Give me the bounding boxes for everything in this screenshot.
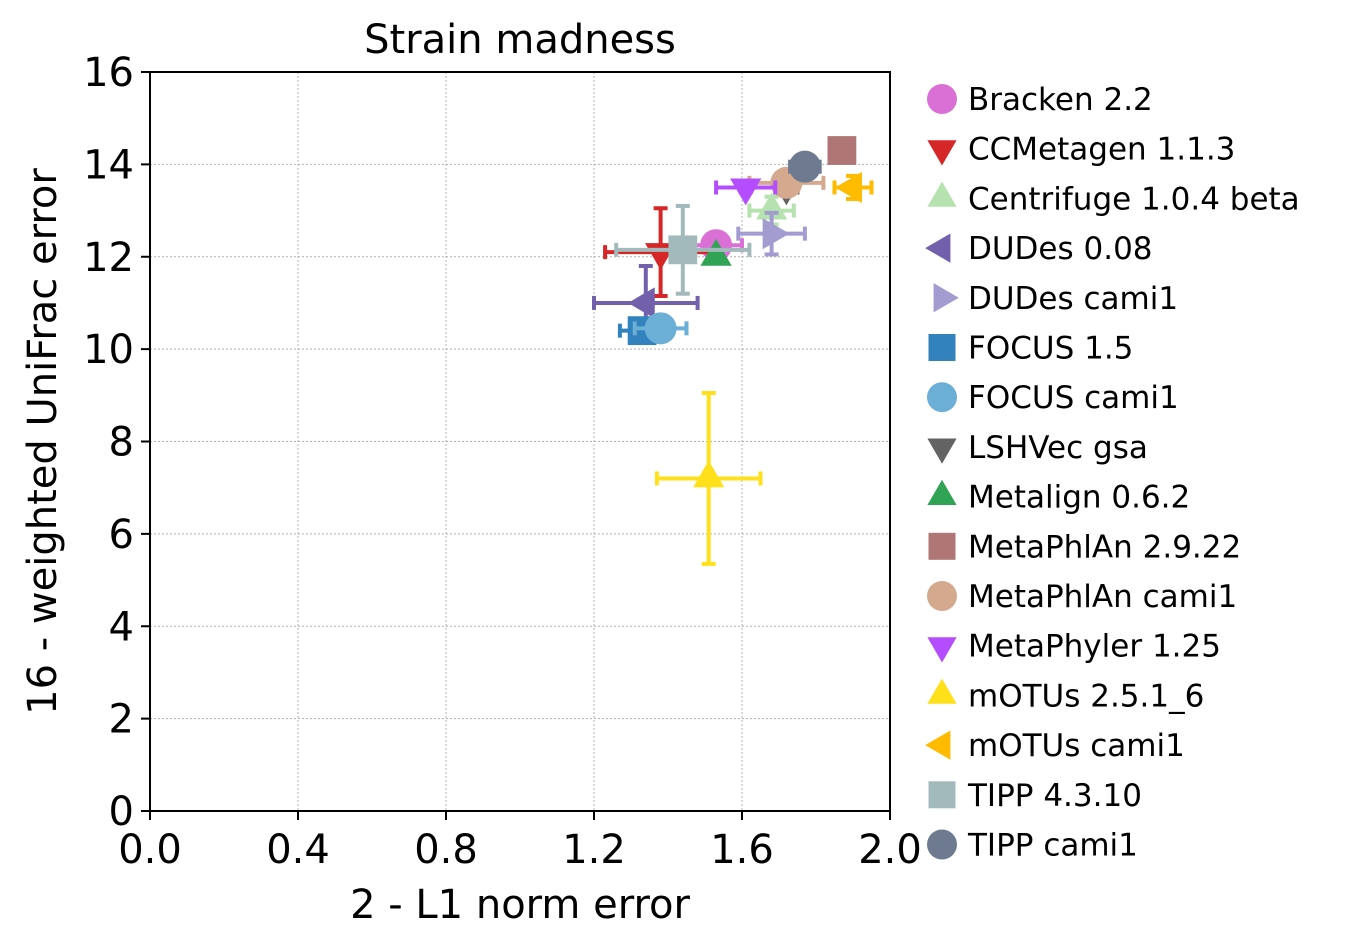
legend-item: MetaPhlAn 2.9.22 [928, 529, 1241, 565]
legend-marker [925, 233, 951, 263]
legend-marker [927, 581, 957, 611]
legend-label: Centrifuge 1.0.4 beta [968, 181, 1300, 217]
legend-marker [927, 382, 957, 413]
legend-marker [928, 781, 956, 809]
data-point-marker [827, 136, 857, 165]
legend-item: LSHVec gsa [927, 430, 1148, 466]
y-tick-label: 10 [83, 327, 134, 373]
legend-label: LSHVec gsa [968, 430, 1148, 466]
y-tick-label: 14 [83, 142, 134, 188]
y-axis-label: 16 - weighted UniFrac error [20, 168, 66, 715]
legend-label: mOTUs 2.5.1_6 [968, 678, 1204, 714]
legend: Bracken 2.2 CCMetagen 1.1.3 Centrifuge 1.0… [925, 82, 1300, 864]
legend-item: DUDes cami1 [933, 281, 1178, 317]
legend-label: DUDes cami1 [968, 281, 1178, 317]
legend-label: FOCUS cami1 [968, 380, 1179, 416]
legend-label: MetaPhlAn 2.9.22 [968, 529, 1241, 565]
series-point [714, 178, 778, 206]
x-tick-label: 2.0 [858, 827, 922, 873]
legend-item: TIPP 4.3.10 [928, 778, 1142, 814]
data-point-marker [700, 238, 732, 266]
series-point [832, 171, 874, 204]
legend-marker [927, 678, 957, 704]
legend-item: MetaPhlAn cami1 [927, 579, 1237, 615]
data-point-marker [730, 178, 762, 206]
x-tick-label: 0.8 [414, 827, 478, 873]
data-points [592, 136, 874, 566]
grid [150, 72, 890, 811]
legend-label: TIPP cami1 [967, 828, 1138, 864]
y-tick-label: 12 [83, 235, 134, 281]
series-point [603, 206, 719, 299]
legend-marker [927, 140, 957, 166]
data-point-marker [762, 218, 790, 250]
axis-ticks: 0.0 0.4 0.8 1.2 1.6 2.0 0 2 4 6 8 10 12 14 16 [83, 50, 922, 873]
legend-label: TIPP 4.3.10 [967, 778, 1142, 814]
data-point-marker [756, 192, 788, 220]
x-tick-label: 1.6 [710, 827, 774, 873]
legend-label: Bracken 2.2 [968, 82, 1153, 118]
x-tick-label: 1.2 [562, 827, 626, 873]
legend-marker [927, 637, 957, 663]
legend-marker [927, 181, 957, 207]
x-tick-label: 0.0 [118, 827, 182, 873]
legend-label: CCMetagen 1.1.3 [968, 132, 1235, 168]
legend-item: CCMetagen 1.1.3 [927, 132, 1235, 168]
legend-item: TIPP cami1 [927, 828, 1138, 864]
data-point-marker [788, 150, 821, 183]
data-point-marker [693, 460, 725, 488]
series-point [654, 391, 763, 566]
series-point [736, 210, 807, 257]
x-axis-label: 2 - L1 norm error [350, 882, 690, 928]
data-point-marker [835, 171, 862, 204]
series-point [700, 238, 732, 266]
legend-label: DUDes 0.08 [968, 231, 1153, 267]
y-tick-label: 4 [109, 604, 134, 650]
legend-marker [927, 438, 957, 464]
legend-marker [933, 283, 959, 313]
legend-item: DUDes 0.08 [925, 231, 1153, 267]
y-tick-label: 16 [83, 50, 134, 96]
legend-marker [925, 730, 951, 760]
y-tick-label: 8 [109, 420, 134, 466]
legend-marker [928, 532, 956, 560]
legend-item: FOCUS 1.5 [928, 331, 1133, 367]
y-tick-label: 6 [109, 512, 134, 558]
legend-item: Centrifuge 1.0.4 beta [927, 181, 1300, 217]
legend-item: MetaPhyler 1.25 [927, 629, 1221, 665]
series-point [614, 203, 752, 296]
legend-label: mOTUs cami1 [968, 728, 1185, 764]
y-tick-label: 0 [109, 789, 134, 835]
legend-label: MetaPhyler 1.25 [968, 629, 1221, 665]
legend-label: Metalign 0.6.2 [968, 480, 1190, 516]
legend-marker [928, 334, 956, 361]
x-tick-label: 0.4 [266, 827, 330, 873]
legend-marker [927, 479, 957, 505]
legend-marker [927, 84, 957, 114]
series-point [827, 136, 857, 165]
series-point [788, 150, 822, 183]
y-tick-label: 2 [109, 697, 134, 743]
data-point-marker [627, 287, 655, 319]
series-point [632, 312, 689, 345]
data-point-marker [644, 312, 677, 345]
legend-item: Metalign 0.6.2 [927, 480, 1190, 516]
legend-label: MetaPhlAn cami1 [968, 579, 1237, 615]
legend-item: mOTUs cami1 [925, 728, 1185, 764]
legend-item: Bracken 2.2 [927, 82, 1153, 118]
legend-label: FOCUS 1.5 [968, 331, 1133, 367]
legend-item: mOTUs 2.5.1_6 [927, 678, 1204, 714]
chart-title: Strain madness [364, 17, 676, 63]
legend-item: FOCUS cami1 [927, 380, 1179, 416]
legend-marker [927, 829, 957, 860]
data-point-marker [668, 235, 698, 265]
